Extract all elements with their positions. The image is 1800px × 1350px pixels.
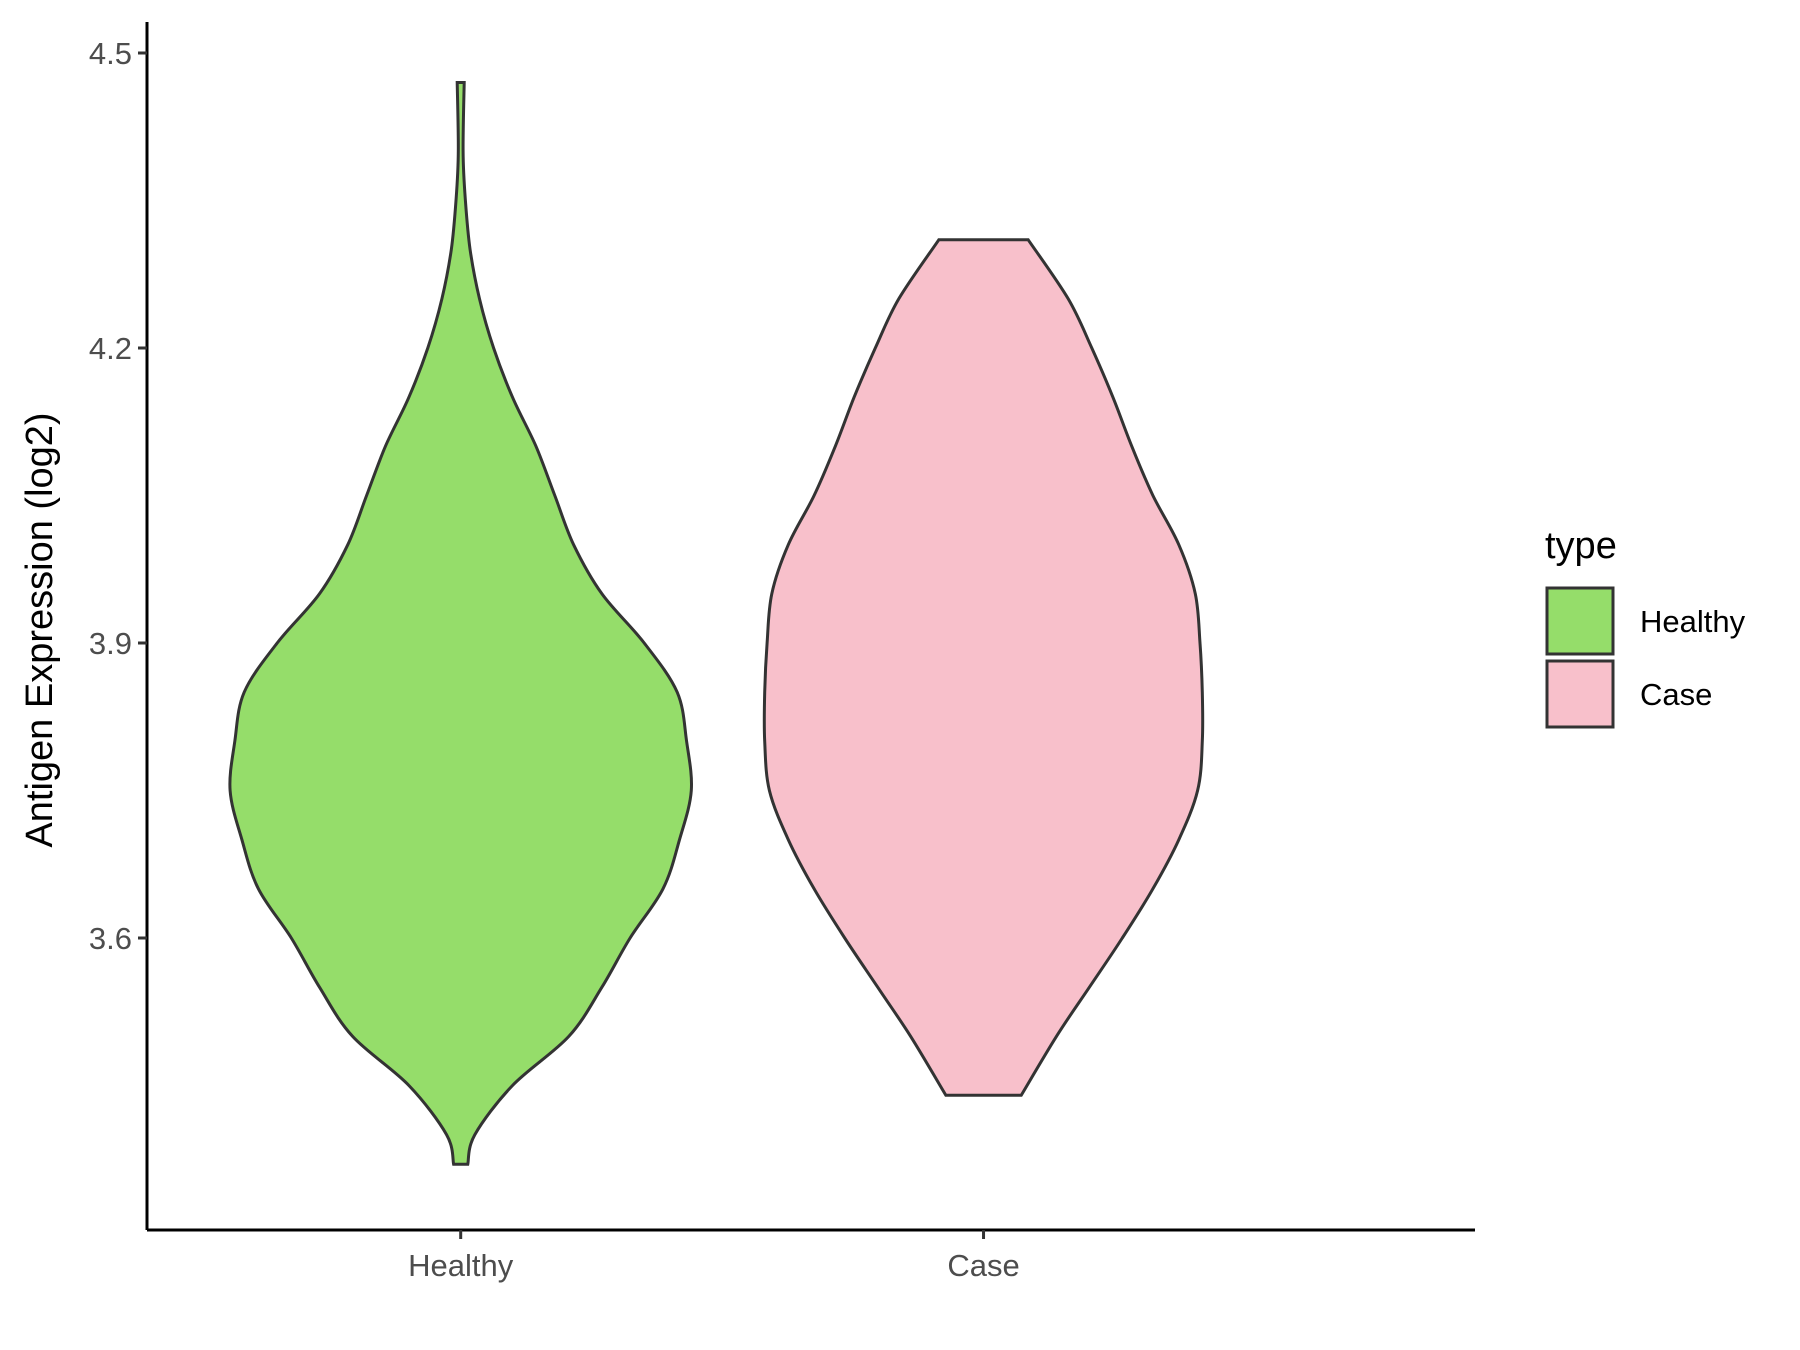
legend-title: type [1545, 525, 1617, 567]
y-axis-title: Antigen Expression (log2) [19, 412, 61, 847]
violin-healthy [228, 81, 694, 1166]
y-tick-label: 4.2 [89, 331, 132, 366]
legend-key-case [1545, 659, 1615, 729]
y-tick-label: 3.6 [89, 921, 132, 956]
legend: Healthy Case [1545, 586, 1746, 729]
violin-layer [228, 81, 1205, 1166]
y-axis-ticks: 3.6 3.9 4.2 4.5 [89, 36, 147, 956]
legend-key-healthy [1545, 586, 1615, 656]
violin-case [762, 238, 1205, 1097]
legend-label-healthy: Healthy [1640, 604, 1746, 639]
x-tick-label: Healthy [408, 1248, 514, 1283]
y-tick-label: 4.5 [89, 36, 132, 71]
y-tick-label: 3.9 [89, 626, 132, 661]
x-axis-ticks: Healthy Case [408, 1230, 1020, 1283]
x-tick-label: Case [947, 1248, 1019, 1283]
legend-label-case: Case [1640, 677, 1712, 712]
